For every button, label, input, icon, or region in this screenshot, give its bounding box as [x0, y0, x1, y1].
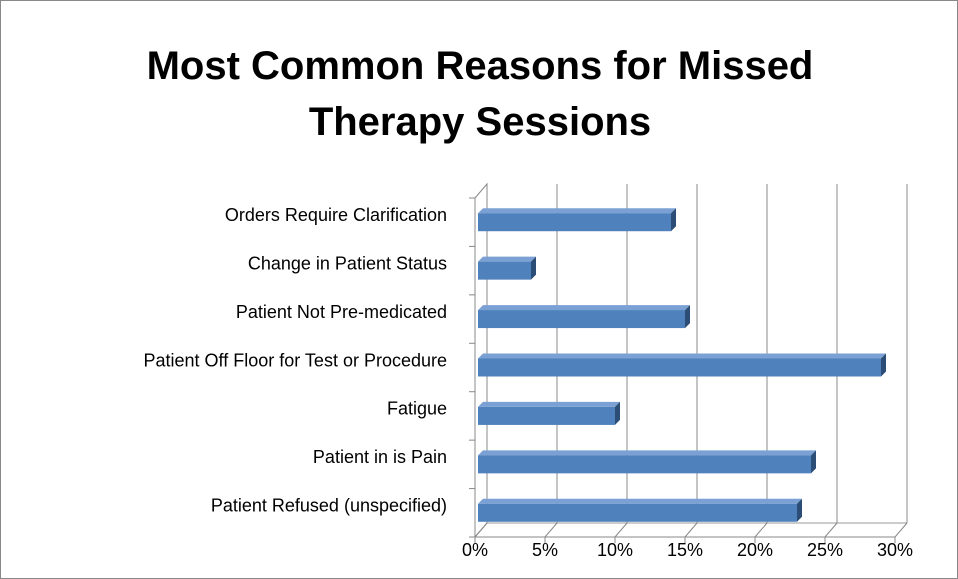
- bar: [478, 310, 685, 329]
- bar: [478, 261, 531, 280]
- bar-top: [478, 450, 816, 456]
- grid-line: [684, 522, 698, 538]
- x-tick-label: 5%: [532, 540, 558, 560]
- bar-top: [478, 208, 676, 214]
- bar-top: [478, 256, 536, 262]
- y-tick-label: Patient Refused (unspecified): [211, 496, 447, 516]
- bar-side: [671, 208, 676, 232]
- x-tick-label: 30%: [877, 540, 913, 560]
- grid-line: [544, 522, 558, 538]
- x-tick-label: 15%: [667, 540, 703, 560]
- bar-side: [797, 498, 802, 522]
- bar: [478, 358, 881, 377]
- bar-top: [478, 401, 620, 407]
- bar-top: [478, 305, 690, 311]
- bar: [478, 503, 797, 522]
- grid-line: [474, 522, 488, 538]
- y-tick-label: Patient in is Pain: [313, 447, 447, 467]
- y-tick-label: Fatigue: [387, 399, 447, 419]
- x-tick-label: 25%: [807, 540, 843, 560]
- bar-side: [881, 353, 886, 377]
- grid-line: [614, 522, 628, 538]
- bar-side: [615, 401, 620, 425]
- chart-title: Most Common Reasons for Missed Therapy S…: [146, 44, 814, 144]
- bar-side: [811, 450, 816, 474]
- bar: [478, 455, 811, 474]
- x-tick-label: 0%: [462, 540, 488, 560]
- bar-side: [531, 256, 536, 280]
- y-tick-label: Patient Not Pre-medicated: [236, 302, 447, 322]
- y-tick-label: Patient Off Floor for Test or Procedure: [144, 350, 447, 370]
- y-tick-label: Change in Patient Status: [248, 253, 447, 273]
- bar-side: [685, 305, 690, 329]
- bar-top: [478, 353, 886, 359]
- x-tick-label: 10%: [597, 540, 633, 560]
- grid-line: [824, 522, 838, 538]
- bar: [478, 406, 615, 425]
- grid-line: [754, 522, 768, 538]
- grid-line: [894, 522, 908, 538]
- bar-top: [478, 498, 802, 504]
- y-tick-label: Orders Require Clarification: [225, 205, 447, 225]
- x-tick-label: 20%: [737, 540, 773, 560]
- bar: [478, 213, 671, 232]
